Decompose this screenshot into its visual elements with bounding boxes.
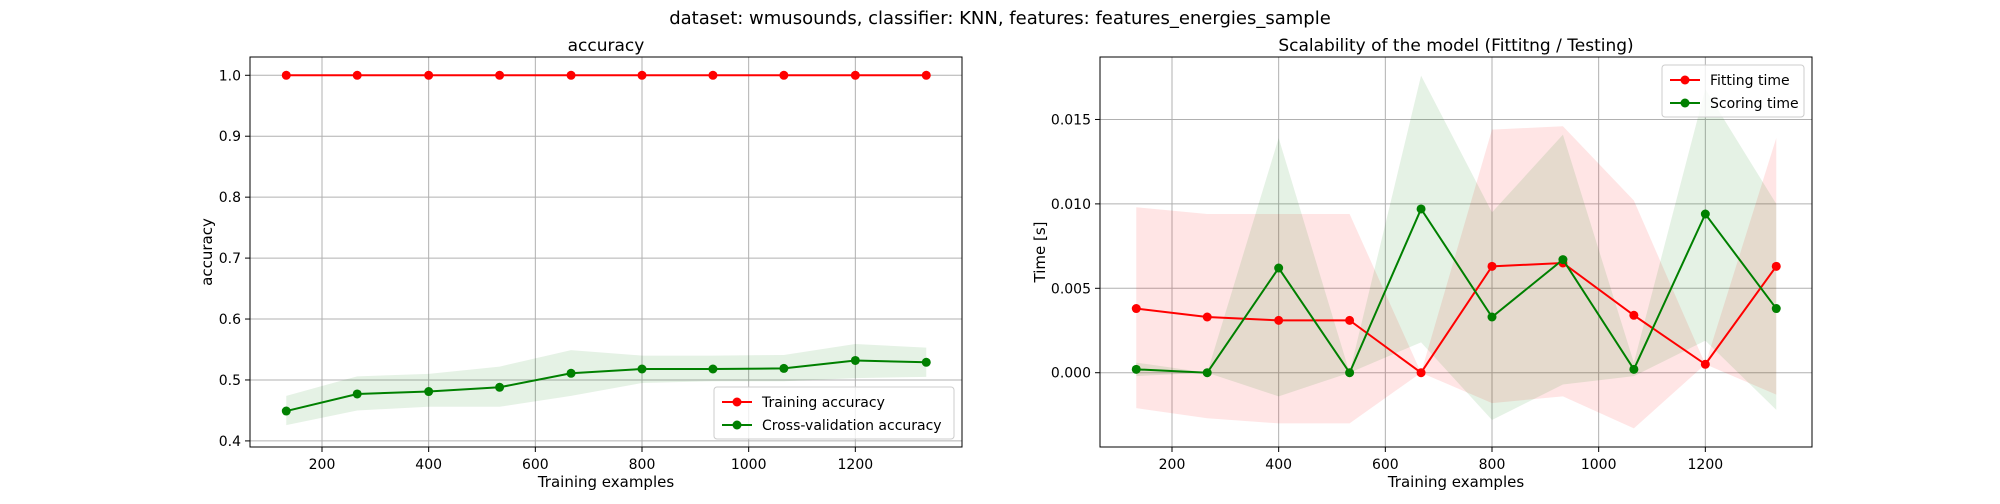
y-axis-label: Time [s] [1031,222,1049,284]
legend-swatch-marker [1680,75,1690,85]
x-tick-label: 600 [522,457,549,473]
x-tick-label: 1000 [731,457,767,473]
legend-swatch-marker [732,397,742,407]
data-point [1416,368,1426,378]
data-point [708,70,718,80]
chart-title: accuracy [568,36,645,56]
legend-box [713,386,955,440]
data-point [1131,364,1141,374]
data-point [424,387,434,397]
data-point [708,364,718,374]
legend-label: Scoring time [1710,96,1799,112]
axes-frame [249,56,963,448]
series-line [1136,206,1778,375]
data-point [1629,364,1639,374]
y-axis-label: accuracy [198,218,216,286]
y-tick-label: 0.010 [1051,197,1091,213]
x-axis-label: Training examples [1387,473,1525,491]
y-tick-label: 0.7 [219,251,241,267]
x-tick-label: 800 [629,457,656,473]
y-tick-label: 1.0 [219,68,241,84]
std-band [286,344,927,426]
y-tick-label: 0.8 [219,190,241,206]
x-tick-label: 400 [1265,457,1292,473]
x-tick-label: 600 [1372,457,1399,473]
data-point [495,382,505,392]
chart-title: Scalability of the model (Fittitng / Tes… [1278,36,1633,56]
data-point [1131,304,1141,314]
std-band [1136,126,1777,429]
data-point [1487,261,1497,271]
data-point [1487,312,1497,322]
legend: Fitting time Scoring time [1661,64,1805,118]
data-point [281,70,291,80]
data-point [1700,209,1710,219]
accuracy-chart: accuracy Training examples accuracy 200 4… [198,36,963,491]
data-point [779,70,789,80]
y-tick-label: 0.015 [1051,112,1091,128]
data-point [921,70,931,80]
data-point [1771,304,1781,314]
data-point [424,70,434,80]
x-tick-label: 800 [1479,457,1506,473]
legend: Training accuracy Cross-validation accura… [713,386,955,440]
x-tick-label: 1200 [838,457,874,473]
data-point [566,368,576,378]
data-point [1345,315,1355,325]
y-tick-label: 0.9 [219,129,241,145]
legend-label: Training accuracy [761,395,885,411]
legend-swatch-marker [732,420,742,430]
axes-frame [1099,56,1813,448]
data-point [1274,315,1284,325]
x-tick-label: 400 [415,457,442,473]
data-point [1700,359,1710,369]
data-point [1416,204,1426,214]
y-tick-label: 0.5 [219,373,241,389]
data-point [1558,255,1568,265]
data-point [1629,310,1639,320]
x-tick-label: 1200 [1688,457,1724,473]
data-point [1274,263,1284,273]
data-point [779,363,789,373]
data-point [1202,312,1212,322]
data-point [921,357,931,367]
data-point [495,70,505,80]
data-point [850,70,860,80]
x-tick-label: 200 [1159,457,1186,473]
y-tick-label: 0.000 [1051,366,1091,382]
data-point [281,406,291,416]
data-point [1771,261,1781,271]
data-point [637,70,647,80]
legend-label: Cross-validation accuracy [762,418,942,434]
x-tick-label: 1000 [1581,457,1617,473]
y-tick-label: 0.4 [219,434,241,450]
data-point [850,355,860,365]
series-line [286,359,927,413]
data-point [566,70,576,80]
std-band [1136,75,1777,420]
data-point [1345,368,1355,378]
gridlines [1100,57,1812,447]
x-axis-label: Training examples [537,473,675,491]
scalability-chart: Scalability of the model (Fittitng / Tes… [1031,36,1813,491]
x-tick-label: 200 [309,457,336,473]
data-point [352,70,362,80]
figure-suptitle: dataset: wmusounds, classifier: KNN, fea… [669,8,1331,29]
data-point [1202,368,1212,378]
data-point [352,389,362,399]
y-tick-label: 0.005 [1051,281,1091,297]
legend-label: Fitting time [1710,73,1790,89]
y-tick-label: 0.6 [219,312,241,328]
legend-swatch-marker [1680,98,1690,108]
data-point [637,364,647,374]
